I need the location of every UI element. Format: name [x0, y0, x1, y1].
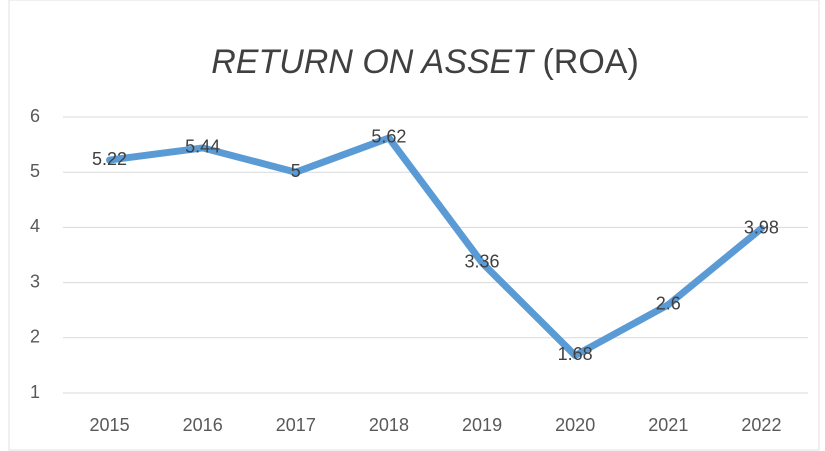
y-tick-label: 3	[30, 271, 40, 291]
data-label: 5.62	[371, 127, 406, 147]
data-label: 5.22	[92, 149, 127, 169]
y-tick-label: 2	[30, 327, 40, 347]
y-tick-label: 6	[30, 106, 40, 126]
data-label: 3.36	[465, 251, 500, 271]
x-tick-label: 2019	[462, 415, 502, 435]
data-label: 5	[291, 161, 301, 181]
chart-title-main: RETURN ON ASSET	[211, 43, 535, 81]
data-label: 1.68	[558, 344, 593, 364]
x-tick-label: 2022	[741, 415, 781, 435]
data-label: 2.6	[656, 293, 681, 313]
data-label: 5.44	[185, 137, 220, 157]
x-tick-label: 2020	[555, 415, 595, 435]
x-tick-label: 2018	[369, 415, 409, 435]
line-series	[106, 134, 765, 359]
x-tick-label: 2021	[648, 415, 688, 435]
y-tick-label: 1	[30, 382, 40, 402]
x-tick-label: 2016	[183, 415, 223, 435]
chart-title: RETURN ON ASSET (ROA)	[211, 43, 639, 81]
chart-frame	[8, 0, 820, 451]
x-tick-label: 2017	[276, 415, 316, 435]
data-label: 3.98	[744, 217, 779, 237]
chart-title-abbr: (ROA)	[542, 43, 638, 81]
y-tick-label: 5	[30, 161, 40, 181]
x-tick-label: 2015	[90, 415, 130, 435]
y-tick-label: 4	[30, 216, 40, 236]
